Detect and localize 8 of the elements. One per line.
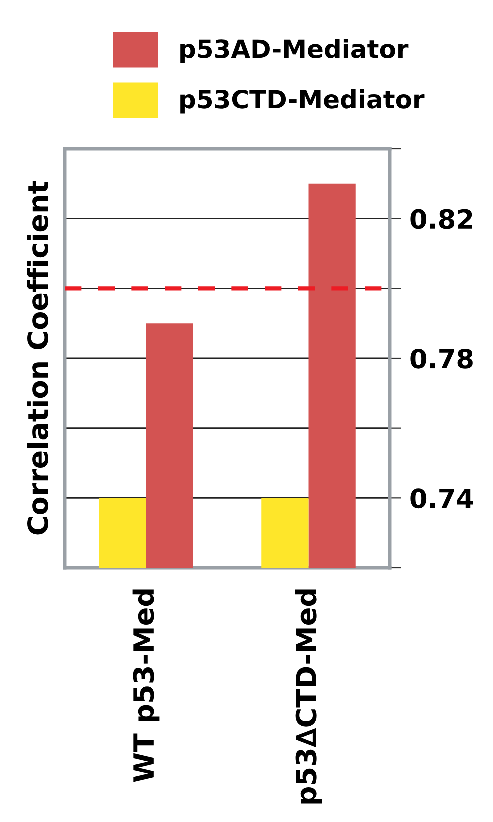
x-tick-label: WT p53-Med <box>132 590 160 782</box>
y-tick-label: 0.82 <box>410 209 472 230</box>
legend-label: p53CTD-Mediator <box>180 90 425 114</box>
y-tick-label: 0.74 <box>410 488 474 509</box>
y-tick-label: 0.78 <box>410 348 473 369</box>
x-tick-label: p53∆CTD-Med <box>295 590 322 804</box>
y-axis-title: Correlation Coefficient <box>27 182 49 535</box>
legend-label: p53AD-Mediator <box>180 39 409 64</box>
